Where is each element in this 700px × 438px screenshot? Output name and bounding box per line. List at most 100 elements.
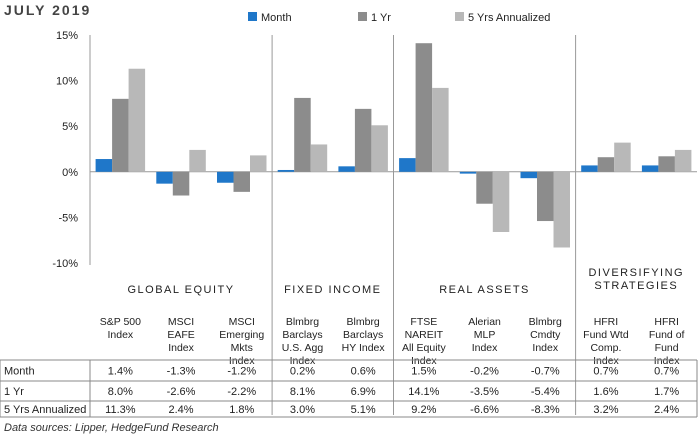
bar-month xyxy=(641,165,659,172)
table-cell: 1.5% xyxy=(411,366,436,378)
category-label: Index xyxy=(593,355,619,367)
category-label: Index xyxy=(472,342,498,354)
category-label: Index xyxy=(108,329,134,341)
table-cell: 0.7% xyxy=(593,366,618,378)
bar-5-yrs-annualized xyxy=(492,171,510,232)
table-cell: -6.6% xyxy=(470,404,499,416)
category-label: Fund Wtd xyxy=(583,329,629,341)
table-cell: -5.4% xyxy=(531,386,560,398)
bar-1-yr xyxy=(415,43,433,172)
legend-label: Month xyxy=(261,12,292,24)
category-label: Barclays xyxy=(282,329,322,341)
group-label: DIVERSIFYING xyxy=(588,267,684,279)
category-label: HFRI xyxy=(594,316,619,328)
category-label: HY Index xyxy=(342,342,386,354)
group-label: FIXED INCOME xyxy=(284,284,381,296)
category-label: Index xyxy=(532,342,558,354)
table-cell: -3.5% xyxy=(470,386,499,398)
category-label: Index xyxy=(654,355,680,367)
bar-1-yr xyxy=(658,156,675,172)
category-label: All Equity xyxy=(402,342,447,354)
bar-1-yr xyxy=(537,171,554,222)
category-label: Index xyxy=(411,355,437,367)
category-label: MSCI xyxy=(168,316,194,328)
table-cell: 11.3% xyxy=(105,404,136,416)
bar-5-yrs-annualized xyxy=(250,155,267,172)
bar-month xyxy=(217,171,234,183)
table-cell: -2.6% xyxy=(167,386,196,398)
table-cell: 3.0% xyxy=(290,404,315,416)
table-cell: 1.8% xyxy=(229,404,254,416)
table-cell: 0.6% xyxy=(351,366,376,378)
category-label: Blmbrg xyxy=(529,316,562,328)
bar-5-yrs-annualized xyxy=(128,68,146,172)
category-label: Emerging xyxy=(219,329,264,341)
table-cell: -8.3% xyxy=(531,404,560,416)
category-label: Cmdty xyxy=(530,329,561,341)
table-cell: -0.7% xyxy=(531,366,560,378)
table-cell: 1.7% xyxy=(654,386,679,398)
y-tick-label: 5% xyxy=(62,121,78,133)
bar-1-yr xyxy=(233,171,250,192)
category-label: EAFE xyxy=(167,329,194,341)
bar-month xyxy=(277,169,295,172)
legend-swatch xyxy=(358,12,367,21)
table-cell: 2.4% xyxy=(169,404,194,416)
table-row-label: 1 Yr xyxy=(4,386,24,398)
table-cell: -2.2% xyxy=(227,386,256,398)
table-cell: 9.2% xyxy=(411,404,436,416)
bar-1-yr xyxy=(112,98,129,172)
bar-5-yrs-annualized xyxy=(371,125,388,172)
category-label: MSCI xyxy=(229,316,255,328)
bar-5-yrs-annualized xyxy=(553,171,570,248)
category-label: Fund of xyxy=(649,329,685,341)
table-row-label: 5 Yrs Annualized xyxy=(4,404,86,416)
bar-month xyxy=(156,171,173,184)
category-label: U.S. Agg xyxy=(282,342,324,354)
bar-5-yrs-annualized xyxy=(432,87,449,172)
group-label: STRATEGIES xyxy=(594,280,678,292)
category-label: Blmbrg xyxy=(347,316,380,328)
table-cell: 5.1% xyxy=(351,404,376,416)
table-cell: 14.1% xyxy=(408,386,439,398)
y-tick-label: -5% xyxy=(58,212,78,224)
bar-month xyxy=(581,165,598,172)
group-label: REAL ASSETS xyxy=(439,284,530,296)
table-cell: 0.7% xyxy=(654,366,679,378)
table-cell: 0.2% xyxy=(290,366,315,378)
bar-1-yr xyxy=(597,157,615,172)
category-label: Mkts xyxy=(231,342,253,354)
bar-month xyxy=(338,166,355,172)
table-cell: -1.2% xyxy=(227,366,256,378)
category-label: S&P 500 xyxy=(100,316,141,328)
bar-5-yrs-annualized xyxy=(614,142,631,172)
table-cell: 1.4% xyxy=(108,366,133,378)
bar-5-yrs-annualized xyxy=(674,149,692,172)
bar-month xyxy=(399,158,416,172)
category-label: Index xyxy=(229,355,255,367)
group-label: GLOBAL EQUITY xyxy=(127,284,234,296)
legend-label: 1 Yr xyxy=(371,12,391,24)
table-cell: 3.2% xyxy=(593,404,618,416)
table-cell: -0.2% xyxy=(470,366,499,378)
y-tick-label: 0% xyxy=(62,167,78,179)
category-label: Alerian xyxy=(468,316,501,328)
table-cell: 8.1% xyxy=(290,386,315,398)
category-label: Index xyxy=(168,342,194,354)
table-cell: 6.9% xyxy=(351,386,376,398)
bar-month xyxy=(459,171,477,174)
table-cell: 2.4% xyxy=(654,404,679,416)
table-row-label: Month xyxy=(4,366,35,378)
bar-5-yrs-annualized xyxy=(189,149,206,172)
category-label: Fund xyxy=(655,342,679,354)
y-tick-label: 15% xyxy=(56,30,78,42)
table-cell: 8.0% xyxy=(108,386,133,398)
bar-1-yr xyxy=(172,171,190,196)
y-tick-label: -10% xyxy=(52,258,78,270)
bar-month xyxy=(520,171,537,179)
bar-1-yr xyxy=(476,171,493,204)
legend-swatch xyxy=(248,12,257,21)
category-label: FTSE xyxy=(410,316,437,328)
category-label: MLP xyxy=(474,329,496,341)
